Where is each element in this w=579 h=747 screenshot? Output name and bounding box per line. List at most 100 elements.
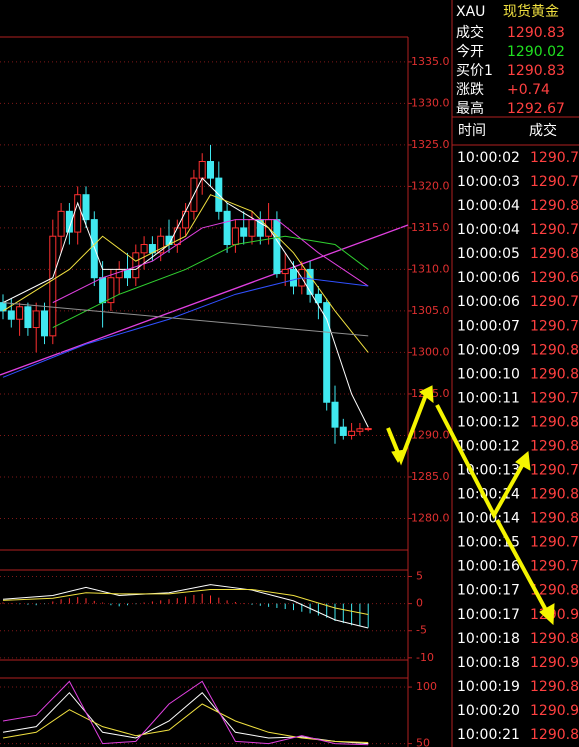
y-tick-label: 50 bbox=[416, 737, 430, 747]
candle-body bbox=[198, 161, 206, 179]
y-tick-label: 1300.0 bbox=[411, 345, 450, 358]
tick-time: 10:00:21 bbox=[457, 727, 520, 743]
y-tick-label: 1310.0 bbox=[411, 262, 450, 275]
candle-body bbox=[248, 219, 256, 237]
tick-price: 1290.7 bbox=[530, 559, 579, 575]
tick-time: 10:00:07 bbox=[457, 318, 520, 334]
tick-price: 1290.7 bbox=[530, 150, 579, 166]
y-tick-label: 1315.0 bbox=[411, 221, 450, 234]
tick-price: 1290.8 bbox=[530, 246, 579, 262]
tick-time: 10:00:04 bbox=[457, 222, 520, 238]
candle-body bbox=[49, 235, 57, 337]
tick-time: 10:00:15 bbox=[457, 535, 520, 551]
tick-time: 10:00:11 bbox=[457, 390, 520, 406]
tick-price: 1290.7 bbox=[530, 390, 579, 406]
candle-body bbox=[331, 401, 339, 428]
tick-price: 1290.8 bbox=[530, 511, 579, 527]
candle-body bbox=[339, 426, 347, 436]
tick-price: 1290.8 bbox=[530, 366, 579, 382]
candle-body bbox=[223, 210, 231, 246]
candle-body bbox=[348, 430, 356, 436]
candle-body bbox=[364, 428, 372, 431]
y-tick-label: -10 bbox=[416, 651, 434, 664]
arrow bbox=[495, 519, 549, 613]
arrowhead bbox=[539, 603, 555, 626]
tick-price: 1290.7 bbox=[530, 535, 579, 551]
tick-price: 1290.7 bbox=[530, 463, 579, 479]
y-tick-label: 5 bbox=[416, 570, 423, 583]
tick-price: 1290.9 bbox=[530, 703, 579, 719]
instrument-name: 现货黄金 bbox=[503, 3, 559, 20]
indicator-line bbox=[52, 235, 369, 328]
tick-time: 10:00:04 bbox=[457, 198, 520, 214]
quote-label: 今开 bbox=[456, 44, 484, 60]
quote-value: +0.74 bbox=[507, 82, 550, 98]
candle-body bbox=[16, 306, 24, 320]
candle-body bbox=[323, 302, 331, 403]
y-tick-label: -5 bbox=[416, 624, 427, 637]
candle-body bbox=[240, 227, 248, 237]
arrowhead bbox=[515, 451, 531, 471]
tick-time: 10:00:10 bbox=[457, 366, 520, 382]
quote-value: 1292.67 bbox=[507, 101, 565, 117]
indicator-line bbox=[2, 680, 369, 746]
quote-label: 买价1 bbox=[456, 63, 493, 79]
tick-price: 1290.84 bbox=[530, 583, 579, 599]
y-tick-label: 1305.0 bbox=[411, 304, 450, 317]
candle-body bbox=[182, 210, 190, 229]
tick-price: 1290.7 bbox=[530, 294, 579, 310]
candle-body bbox=[107, 277, 115, 304]
column-header: 成交 bbox=[529, 122, 557, 139]
y-tick-label: 1290.0 bbox=[411, 428, 450, 441]
trend-line bbox=[0, 224, 409, 376]
candle-body bbox=[157, 235, 165, 254]
candle-body bbox=[57, 210, 65, 237]
y-tick-label: 1285.0 bbox=[411, 470, 450, 483]
candle-body bbox=[65, 210, 73, 233]
indicator-line bbox=[2, 584, 369, 629]
annotation-arrows bbox=[386, 385, 555, 626]
tick-price: 1290.8 bbox=[530, 198, 579, 214]
candle-body bbox=[82, 194, 90, 221]
indicator-line bbox=[2, 277, 369, 378]
candle-body bbox=[306, 268, 314, 295]
tick-price: 1290.80 bbox=[530, 487, 579, 503]
tick-time: 10:00:17 bbox=[457, 607, 520, 623]
quote-value: 1290.83 bbox=[507, 63, 565, 79]
y-tick-label: 1280.0 bbox=[411, 511, 450, 524]
candle-body bbox=[74, 194, 82, 233]
y-tick-label: 100 bbox=[416, 680, 437, 693]
quote-value: 1290.02 bbox=[507, 44, 565, 60]
tick-time: 10:00:19 bbox=[457, 679, 520, 695]
tick-price: 1290.8 bbox=[530, 631, 579, 647]
candle-body bbox=[24, 306, 32, 329]
tick-time: 10:00:06 bbox=[457, 270, 520, 286]
tick-time: 10:00:12 bbox=[457, 438, 520, 454]
y-tick-label: 1335.0 bbox=[411, 55, 450, 68]
tick-time: 10:00:05 bbox=[457, 246, 520, 262]
tick-time: 10:00:14 bbox=[457, 511, 520, 527]
tick-price: 1290.8 bbox=[530, 342, 579, 358]
tick-time: 10:00:09 bbox=[457, 342, 520, 358]
candle-body bbox=[290, 268, 297, 287]
tick-price: 1290.6 bbox=[530, 270, 579, 286]
indicator-line bbox=[2, 703, 369, 743]
indicator-line bbox=[2, 194, 369, 353]
tick-time: 10:00:20 bbox=[457, 703, 520, 719]
symbol: XAU bbox=[456, 4, 485, 20]
candle-body bbox=[356, 428, 364, 432]
quote-label: 成交 bbox=[456, 24, 484, 41]
quote-label: 最高 bbox=[456, 100, 484, 117]
arrow bbox=[386, 391, 429, 466]
tick-time: 10:00:17 bbox=[457, 583, 520, 599]
candle-body bbox=[281, 268, 289, 275]
tick-time: 10:00:12 bbox=[457, 414, 520, 430]
tick-price: 1290.8 bbox=[530, 414, 579, 430]
indicator-line bbox=[52, 219, 369, 304]
tick-price: 1290.79 bbox=[530, 174, 579, 190]
candle-body bbox=[132, 252, 140, 279]
candle-body bbox=[7, 310, 15, 320]
arrowhead bbox=[391, 449, 406, 463]
